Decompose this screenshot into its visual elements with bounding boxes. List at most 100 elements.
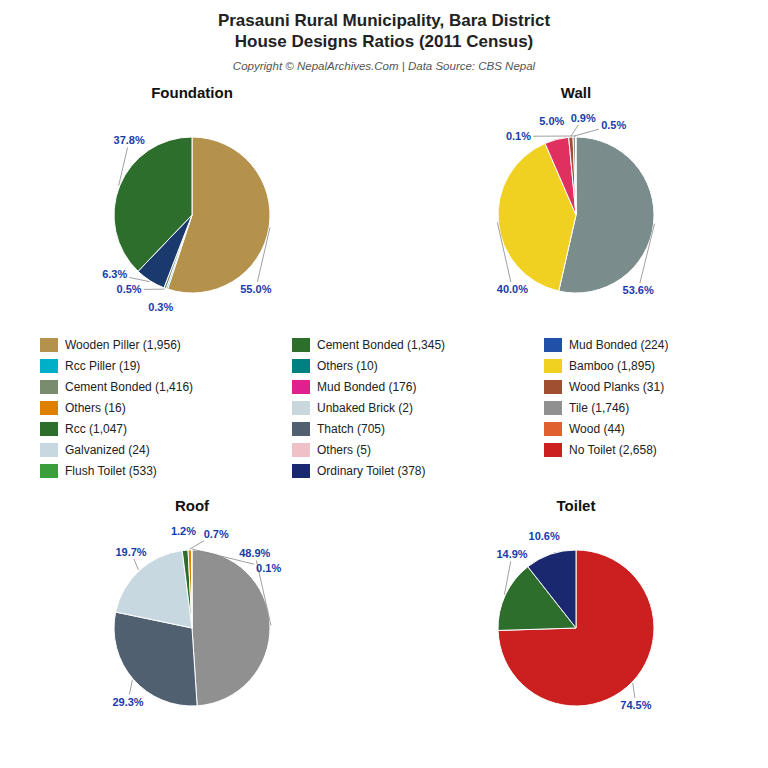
pie-slice (575, 137, 576, 215)
legend-label: Wooden Piller (1,956) (65, 338, 181, 352)
data-label: 37.8% (114, 134, 145, 146)
data-label: 0.1% (506, 130, 531, 142)
pie-title: Foundation (151, 84, 233, 101)
legend-label: Cement Bonded (1,345) (317, 338, 445, 352)
data-label: 0.9% (571, 112, 596, 124)
leader-line (533, 136, 576, 137)
pie-slice (573, 137, 576, 215)
legend-swatch (40, 380, 58, 394)
pie-slice (498, 550, 654, 706)
data-label: 0.5% (601, 119, 626, 131)
leader-line (633, 683, 635, 698)
legend-swatch (40, 401, 58, 415)
legend-swatch (544, 443, 562, 457)
pie-wedges (498, 550, 654, 706)
legend-label: Galvanized (24) (65, 443, 150, 457)
pie-labels: 74.5%14.9%10.6% (496, 530, 651, 711)
pie-labels: 53.6% 40.0% 5.0% 0.9% 0.5% 0.1% (497, 112, 655, 296)
pie-slice (528, 550, 576, 628)
legend-label: Others (16) (65, 401, 126, 415)
data-label: 55.0% (240, 283, 271, 295)
pie-title: Toilet (557, 497, 596, 514)
pie-chart: Wall 53.6% 40.0% 5.0% 0.9% 0.5% 0.1% (497, 84, 655, 296)
pie-slice (188, 550, 192, 628)
pie-title: Roof (175, 497, 210, 514)
data-label: 14.9% (496, 548, 527, 560)
chart-title-line: Prasauni Rural Municipality, Bara Distri… (218, 11, 551, 30)
leader-line (571, 125, 579, 136)
legend-swatch (292, 422, 310, 436)
data-label: 0.7% (204, 528, 229, 540)
data-label: 0.1% (256, 562, 281, 574)
legend-swatch (40, 359, 58, 373)
chart-title: Prasauni Rural Municipality, Bara Distri… (218, 11, 551, 51)
data-label: 29.3% (112, 696, 143, 708)
legend-label: Thatch (705) (317, 422, 385, 436)
leader-line (497, 222, 511, 282)
legend-label: Others (10) (317, 359, 378, 373)
data-label: 0.3% (148, 301, 173, 313)
legend-label: Wood Planks (31) (569, 380, 664, 394)
pie-slice (545, 137, 576, 215)
legend-label: Rcc Piller (19) (65, 359, 140, 373)
pie-wedges (114, 550, 270, 706)
legend-label: Mud Bonded (176) (317, 380, 416, 394)
chart-canvas: Prasauni Rural Municipality, Bara Distri… (0, 0, 768, 768)
leader-line (134, 559, 139, 570)
legend: Wooden Piller (1,956) Rcc Piller (19) Ceme… (40, 338, 668, 478)
pie-chart: Toilet74.5%14.9%10.6% (496, 497, 654, 711)
leader-line (192, 549, 254, 564)
legend-label: Tile (1,746) (569, 401, 629, 415)
legend-swatch (544, 359, 562, 373)
pie-chart: Roof 48.9% 29.3% 19.7% 1.2% 0.7% 0.1% (112, 497, 281, 708)
data-label: 19.7% (115, 546, 146, 558)
legend-swatch (292, 359, 310, 373)
legend-swatch (40, 338, 58, 352)
legend-label: Others (5) (317, 443, 371, 457)
leader-line (574, 129, 599, 136)
pie-wedges (498, 137, 654, 293)
leader-line (640, 224, 655, 283)
data-label: 5.0% (539, 115, 564, 127)
pie-slice (569, 137, 576, 215)
pie-slice (116, 551, 192, 628)
legend-swatch (544, 422, 562, 436)
data-label: 0.5% (117, 283, 142, 295)
legend-label: Cement Bonded (1,416) (65, 380, 193, 394)
legend-swatch (40, 443, 58, 457)
pie-chart: Foundation 55.0% 0.3% 0.5% 6.3% 37.8% (102, 84, 271, 313)
leader-line (129, 277, 149, 281)
legend-label: Bamboo (1,895) (569, 359, 655, 373)
leader-line (190, 541, 204, 549)
legend-label: No Toilet (2,658) (569, 443, 657, 457)
legend-swatch (292, 443, 310, 457)
legend-swatch (544, 338, 562, 352)
pie-labels: 48.9% 29.3% 19.7% 1.2% 0.7% 0.1% (112, 525, 281, 708)
data-label: 74.5% (620, 699, 651, 711)
legend-swatch (292, 401, 310, 415)
legend-label: Rcc (1,047) (65, 422, 127, 436)
pie-slice (114, 137, 192, 271)
data-label: 1.2% (171, 525, 196, 537)
legend-label: Mud Bonded (224) (569, 338, 668, 352)
pie-slice (191, 550, 192, 628)
legend-swatch (292, 464, 310, 478)
data-label: 40.0% (497, 283, 528, 295)
legend-label: Flush Toilet (533) (65, 464, 157, 478)
pie-title: Wall (561, 84, 591, 101)
pie-labels: 55.0% 0.3% 0.5% 6.3% 37.8% (102, 134, 271, 313)
pie-wedges (114, 137, 270, 293)
legend-swatch (292, 380, 310, 394)
leader-line (119, 147, 128, 185)
leader-line (129, 680, 132, 695)
legend-swatch (40, 464, 58, 478)
legend-label: Unbaked Brick (2) (317, 401, 413, 415)
data-label: 48.9% (239, 547, 270, 559)
leader-line (504, 561, 510, 594)
legend-swatch (544, 401, 562, 415)
data-label: 53.6% (623, 284, 654, 296)
data-label: 6.3% (102, 268, 127, 280)
legend-label: Wood (44) (569, 422, 625, 436)
chart-title-line: House Designs Ratios (2011 Census) (235, 32, 534, 51)
legend-swatch (544, 380, 562, 394)
